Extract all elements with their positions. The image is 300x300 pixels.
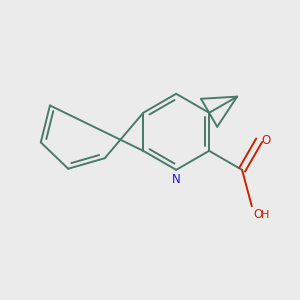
Text: N: N [172, 173, 181, 186]
Text: O: O [261, 134, 270, 147]
Text: H: H [261, 210, 270, 220]
Text: O: O [254, 208, 263, 221]
